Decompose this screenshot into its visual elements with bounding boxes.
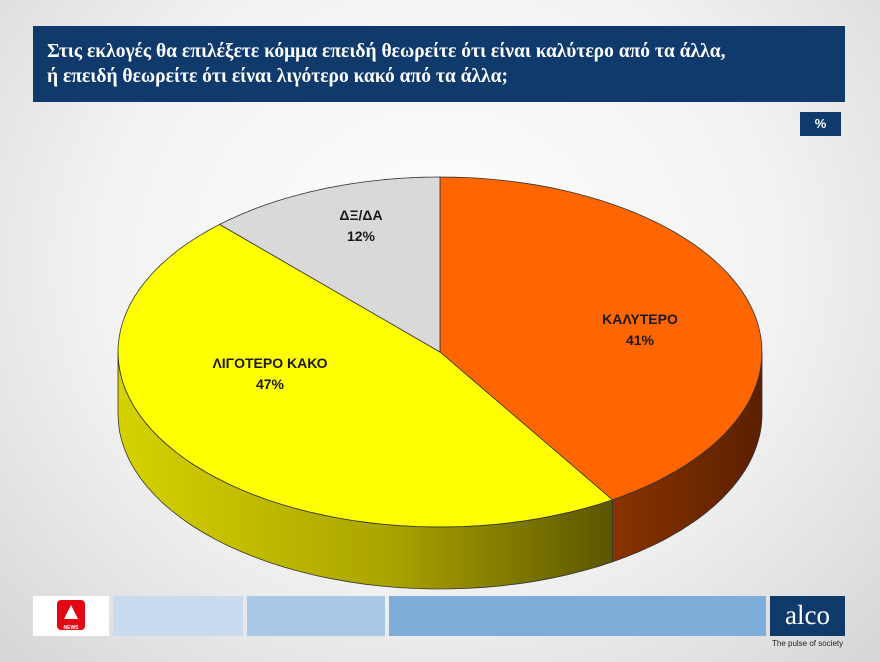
footer-strip-3 [389, 596, 766, 636]
alco-tagline: The pulse of society [772, 639, 844, 648]
slice-label-kalytero: ΚΑΛΥΤΕΡΟ [602, 311, 678, 327]
pie-tops [117, 176, 763, 528]
footer-strip-2 [247, 596, 385, 636]
slice-label-dx-da: ΔΞ/ΔΑ [339, 207, 382, 223]
pie-labels: ΚΑΛΥΤΕΡΟ 41% ΛΙΓΟΤΕΡΟ ΚΑΚΟ 47% ΔΞ/ΔΑ 12% [212, 207, 678, 392]
title-banner: Στις εκλογές θα επιλέξετε κόμμα επειδή θ… [33, 26, 845, 102]
title-line-2: ή επειδή θεωρείτε ότι είναι λιγότερο κακ… [47, 66, 509, 87]
slice-value-ligotero-kako: 47% [256, 376, 285, 392]
pie-slice-dx-da [218, 176, 441, 353]
news-logo-text: NEWS [63, 625, 79, 631]
alco-logo: alco [770, 596, 845, 636]
slice-value-kalytero: 41% [626, 332, 655, 348]
title-line-1: Στις εκλογές θα επιλέξετε κόμμα επειδή θ… [47, 41, 726, 62]
pie-slice-kalytero [439, 176, 763, 501]
news-logo-icon [57, 600, 85, 630]
news-logo: NEWS [33, 596, 109, 636]
pie-slice-ligotero-kako [117, 223, 614, 528]
footer-strip-1 [113, 596, 243, 636]
slice-label-ligotero-kako: ΛΙΓΟΤΕΡΟ ΚΑΚΟ [212, 355, 327, 371]
slice-value-dx-da: 12% [347, 228, 376, 244]
unit-badge: % [800, 112, 841, 136]
